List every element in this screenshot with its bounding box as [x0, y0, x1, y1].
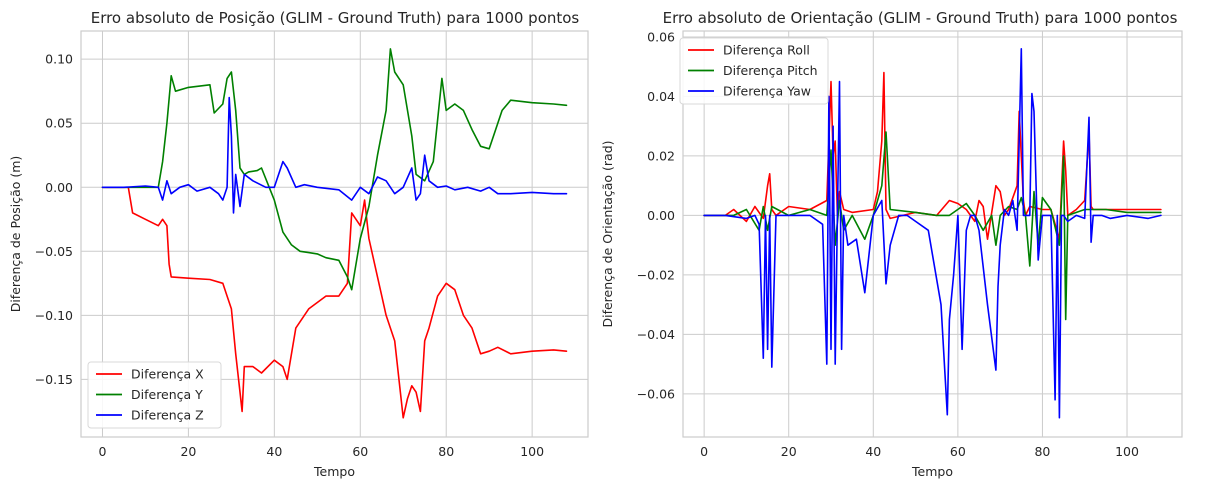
- legend-label-diferenca-z: Diferença Z: [131, 408, 204, 423]
- legend-label-diferenca-x: Diferença X: [131, 367, 204, 382]
- legend: Diferença Roll Diferença Pitch Diferença Y…: [679, 37, 829, 105]
- orientation-error-chart: 0 20 40 60 80 100 −0.06 −0.04 −0.02 0.00 0.02 0.04 0…: [600, 9, 1183, 479]
- x-tick-label: 40: [266, 444, 282, 459]
- plot-frame: [80, 30, 589, 438]
- y-tick-label: 0.06: [647, 29, 675, 44]
- legend-label-diferenca-roll: Diferença Roll: [723, 43, 810, 58]
- y-tick-label: 0.02: [647, 148, 675, 163]
- plot-frame: [682, 30, 1183, 438]
- x-tick-label: 60: [950, 444, 966, 459]
- series-group: [101, 48, 568, 419]
- y-tick-label: −0.02: [637, 267, 675, 282]
- chart-title: Erro absoluto de Orientação (GLIM - Grou…: [663, 9, 1178, 27]
- legend-label-diferenca-y: Diferença Y: [131, 387, 203, 402]
- x-tick-label: 20: [781, 444, 797, 459]
- y-tick-label: −0.06: [637, 386, 675, 401]
- legend-label-diferenca-yaw: Diferença Yaw: [723, 84, 811, 99]
- legend-box: [87, 361, 222, 429]
- x-tick-label: 0: [99, 444, 107, 459]
- x-tick-label: 100: [1115, 444, 1139, 459]
- y-axis-label: Diferença de Orientação (rad): [600, 140, 615, 327]
- series-line-diferenca-x: [101, 186, 568, 419]
- series-line-diferenca-z: [101, 96, 568, 214]
- y-tick-label: 0.10: [45, 52, 73, 67]
- y-axis-label: Diferença de Posição (m): [8, 156, 23, 313]
- series-line-diferenca-pitch: [703, 131, 1162, 321]
- y-tick-label: 0.05: [45, 116, 73, 131]
- y-tick-label: 0.00: [647, 208, 675, 223]
- y-tick-label: 0.00: [45, 180, 73, 195]
- y-tick-label: −0.04: [637, 327, 675, 342]
- position-error-chart: 0 20 40 60 80 100 −0.15 −0.10 −0.05 0.00 0.05 0.10 E…: [8, 9, 589, 479]
- x-tick-label: 80: [438, 444, 454, 459]
- x-tick-label: 40: [865, 444, 881, 459]
- series-group: [703, 48, 1162, 419]
- x-axis-label: Tempo: [911, 464, 953, 479]
- x-tick-label: 20: [180, 444, 196, 459]
- x-tick-label: 0: [700, 444, 708, 459]
- y-tick-label: −0.10: [35, 308, 73, 323]
- y-tick-label: −0.15: [35, 372, 73, 387]
- series-line-diferenca-roll: [703, 71, 1162, 240]
- legend-box: [679, 37, 829, 105]
- y-tick-label: −0.05: [35, 244, 73, 259]
- x-tick-label: 100: [520, 444, 544, 459]
- series-line-diferenca-yaw: [703, 48, 1162, 419]
- legend-label-diferenca-pitch: Diferença Pitch: [723, 63, 818, 78]
- chart-title: Erro absoluto de Posição (GLIM - Ground …: [91, 9, 580, 27]
- x-tick-label: 80: [1034, 444, 1050, 459]
- x-axis-label: Tempo: [313, 464, 355, 479]
- y-tick-label: 0.04: [647, 89, 675, 104]
- legend: Diferença X Diferença Y Diferença Z: [87, 361, 222, 429]
- x-tick-label: 60: [352, 444, 368, 459]
- series-line-diferenca-y: [101, 48, 568, 291]
